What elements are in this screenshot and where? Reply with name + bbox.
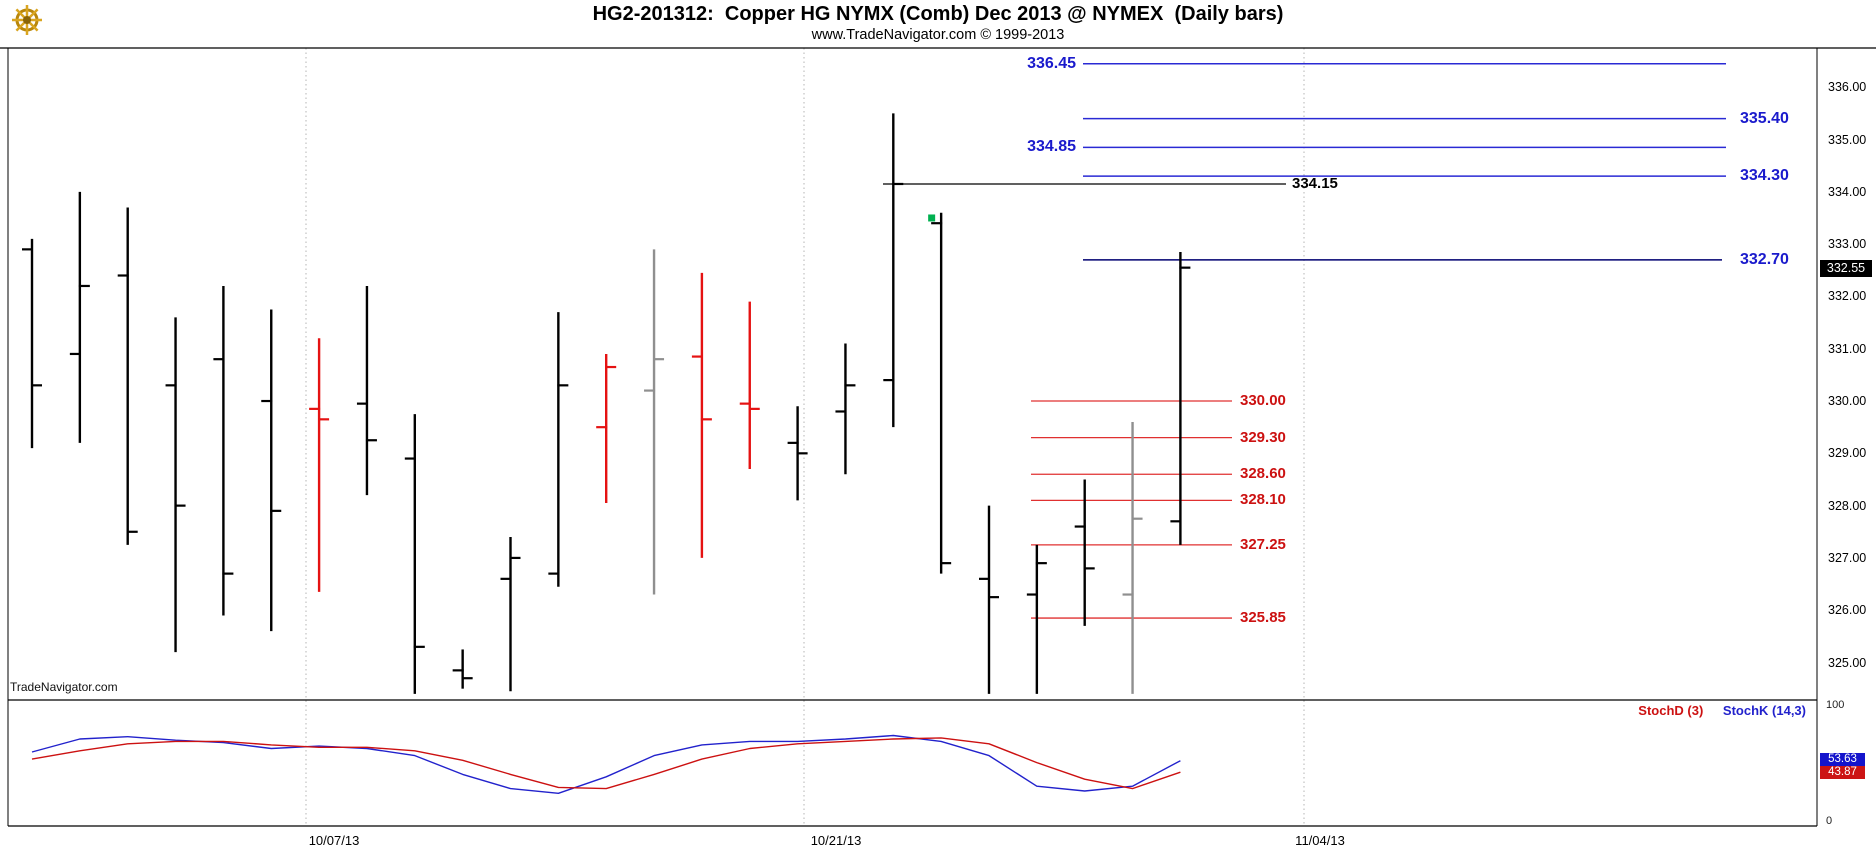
watermark: TradeNavigator.com: [10, 680, 118, 694]
buy-signal-marker: [928, 214, 936, 222]
stochd-value-badge: 43.87: [1820, 766, 1865, 780]
stochk-line: [31, 734, 1181, 794]
stochk-legend-label: StochK (14,3): [1722, 703, 1806, 718]
stoch-scale-bottom: 0: [1826, 815, 1833, 827]
stoch-scale-top: 100: [1826, 699, 1845, 711]
last-price-badge: 332.55: [1820, 259, 1872, 277]
stochastic-legend: StochD (3) StochK (14,3): [1638, 703, 1806, 718]
chart-subtitle: www.TradeNavigator.com © 1999-2013: [811, 27, 1065, 43]
stochk-value-badge: 53.63: [1820, 752, 1865, 766]
tradenavigator-logo-icon: [6, 2, 48, 43]
stochd-line: [31, 737, 1181, 790]
chart-title: HG2-201312: Copper HG NYMX (Comb) Dec 20…: [592, 3, 1284, 25]
stochd-legend-label: StochD (3): [1638, 703, 1704, 718]
